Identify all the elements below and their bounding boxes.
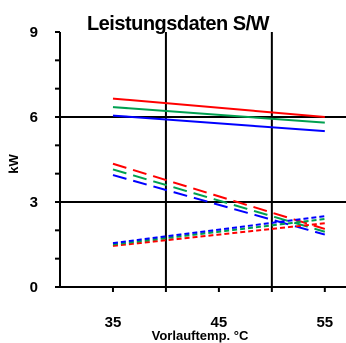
series-line-8 <box>112 215 325 245</box>
series-line-3 <box>112 162 326 230</box>
y-axis-label: kW <box>6 154 21 174</box>
series-lines <box>112 97 326 247</box>
grid-lines <box>60 32 346 287</box>
series-line-5 <box>112 174 326 236</box>
y-tick-label: 3 <box>30 194 38 211</box>
tick-labels: 0 3 6 9 35 45 55 <box>30 24 334 331</box>
y-tick-label: 0 <box>30 279 38 296</box>
series-line-4 <box>112 168 326 233</box>
chart-title: Leistungsdaten S/W <box>87 13 270 35</box>
x-tick-label: 45 <box>211 314 228 331</box>
series-line-7 <box>112 218 325 246</box>
x-axis-label: Vorlauftemp. °C <box>152 328 249 343</box>
series-line-0 <box>112 97 325 118</box>
y-tick-label: 9 <box>30 24 38 41</box>
series-line-1 <box>112 106 325 124</box>
y-tick-label: 6 <box>30 109 38 126</box>
series-line-2 <box>112 114 325 133</box>
axes <box>55 31 346 292</box>
x-tick-label: 35 <box>105 314 122 331</box>
x-tick-label: 55 <box>316 314 333 331</box>
series-line-6 <box>112 222 325 247</box>
